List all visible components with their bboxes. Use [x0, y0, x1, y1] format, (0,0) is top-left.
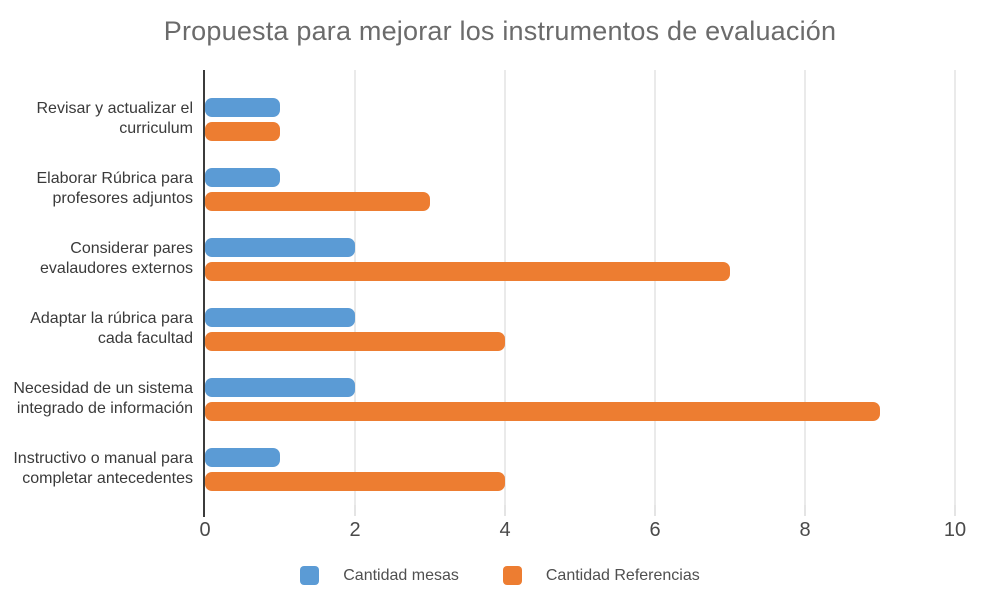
- category-label: Adaptar la rúbrica para cada facultad: [30, 309, 193, 347]
- bar-mesas: [205, 307, 355, 327]
- x-axis-tick-label: 8: [799, 519, 811, 541]
- legend-item-referencias: Cantidad Referencias: [502, 566, 700, 585]
- gridline: [354, 70, 356, 505]
- bar-mesas: [205, 167, 280, 187]
- bar-group: [205, 84, 955, 154]
- bar-rows: [205, 84, 955, 504]
- x-axis-tick-label: 2: [349, 519, 361, 541]
- gridline: [654, 70, 656, 505]
- bar-group: [205, 434, 955, 504]
- bar-referencias: [205, 331, 505, 351]
- category-label: Instructivo o manual para completar ante…: [13, 449, 193, 487]
- legend: Cantidad mesas Cantidad Referencias: [0, 566, 1000, 585]
- x-axis-tick: [804, 505, 806, 516]
- bar-mesas: [205, 377, 355, 397]
- bar-referencias: [205, 191, 430, 211]
- gridline: [804, 70, 806, 505]
- x-axis: 0 2 4 6 8 10: [199, 505, 966, 553]
- chart-title: Propuesta para mejorar los instrumentos …: [163, 16, 837, 46]
- gridline: [954, 70, 956, 505]
- x-axis-tick: [354, 505, 356, 516]
- x-axis-tick: [954, 505, 956, 516]
- category-labels: Revisar y actualizar el curriculum Elabor…: [0, 70, 193, 519]
- x-axis-tick-label: 0: [199, 519, 211, 541]
- category-label: Considerar pares evalaudores externos: [40, 239, 193, 277]
- legend-swatch-referencias: [502, 566, 522, 585]
- bar-mesas: [205, 97, 280, 117]
- y-axis-line: [203, 70, 205, 517]
- x-axis-tick: [654, 505, 656, 516]
- category-label: Elaborar Rúbrica para profesores adjunto…: [36, 169, 193, 207]
- bar-mesas: [205, 447, 280, 467]
- legend-label-referencias: Cantidad Referencias: [545, 566, 700, 584]
- x-axis-tick: [504, 505, 506, 516]
- x-axis-tick-label: 6: [649, 519, 661, 541]
- bar-referencias: [205, 121, 280, 141]
- bar-referencias: [205, 261, 730, 281]
- legend-item-mesas: Cantidad mesas: [300, 566, 459, 585]
- bar-referencias: [205, 401, 880, 421]
- legend-label-mesas: Cantidad mesas: [343, 566, 459, 584]
- plot-area: [203, 70, 956, 517]
- category-label: Necesidad de un sistema integrado de inf…: [13, 379, 193, 417]
- category-label: Revisar y actualizar el curriculum: [36, 99, 194, 137]
- bar-group: [205, 154, 955, 224]
- bar-group: [205, 294, 955, 364]
- gridline: [504, 70, 506, 505]
- bar-mesas: [205, 237, 355, 257]
- legend-swatch-mesas: [300, 566, 320, 585]
- bar-group: [205, 224, 955, 294]
- x-axis-tick-label: 4: [499, 519, 511, 541]
- bar-group: [205, 364, 955, 434]
- bar-referencias: [205, 471, 505, 491]
- x-axis-tick-label: 10: [943, 519, 967, 541]
